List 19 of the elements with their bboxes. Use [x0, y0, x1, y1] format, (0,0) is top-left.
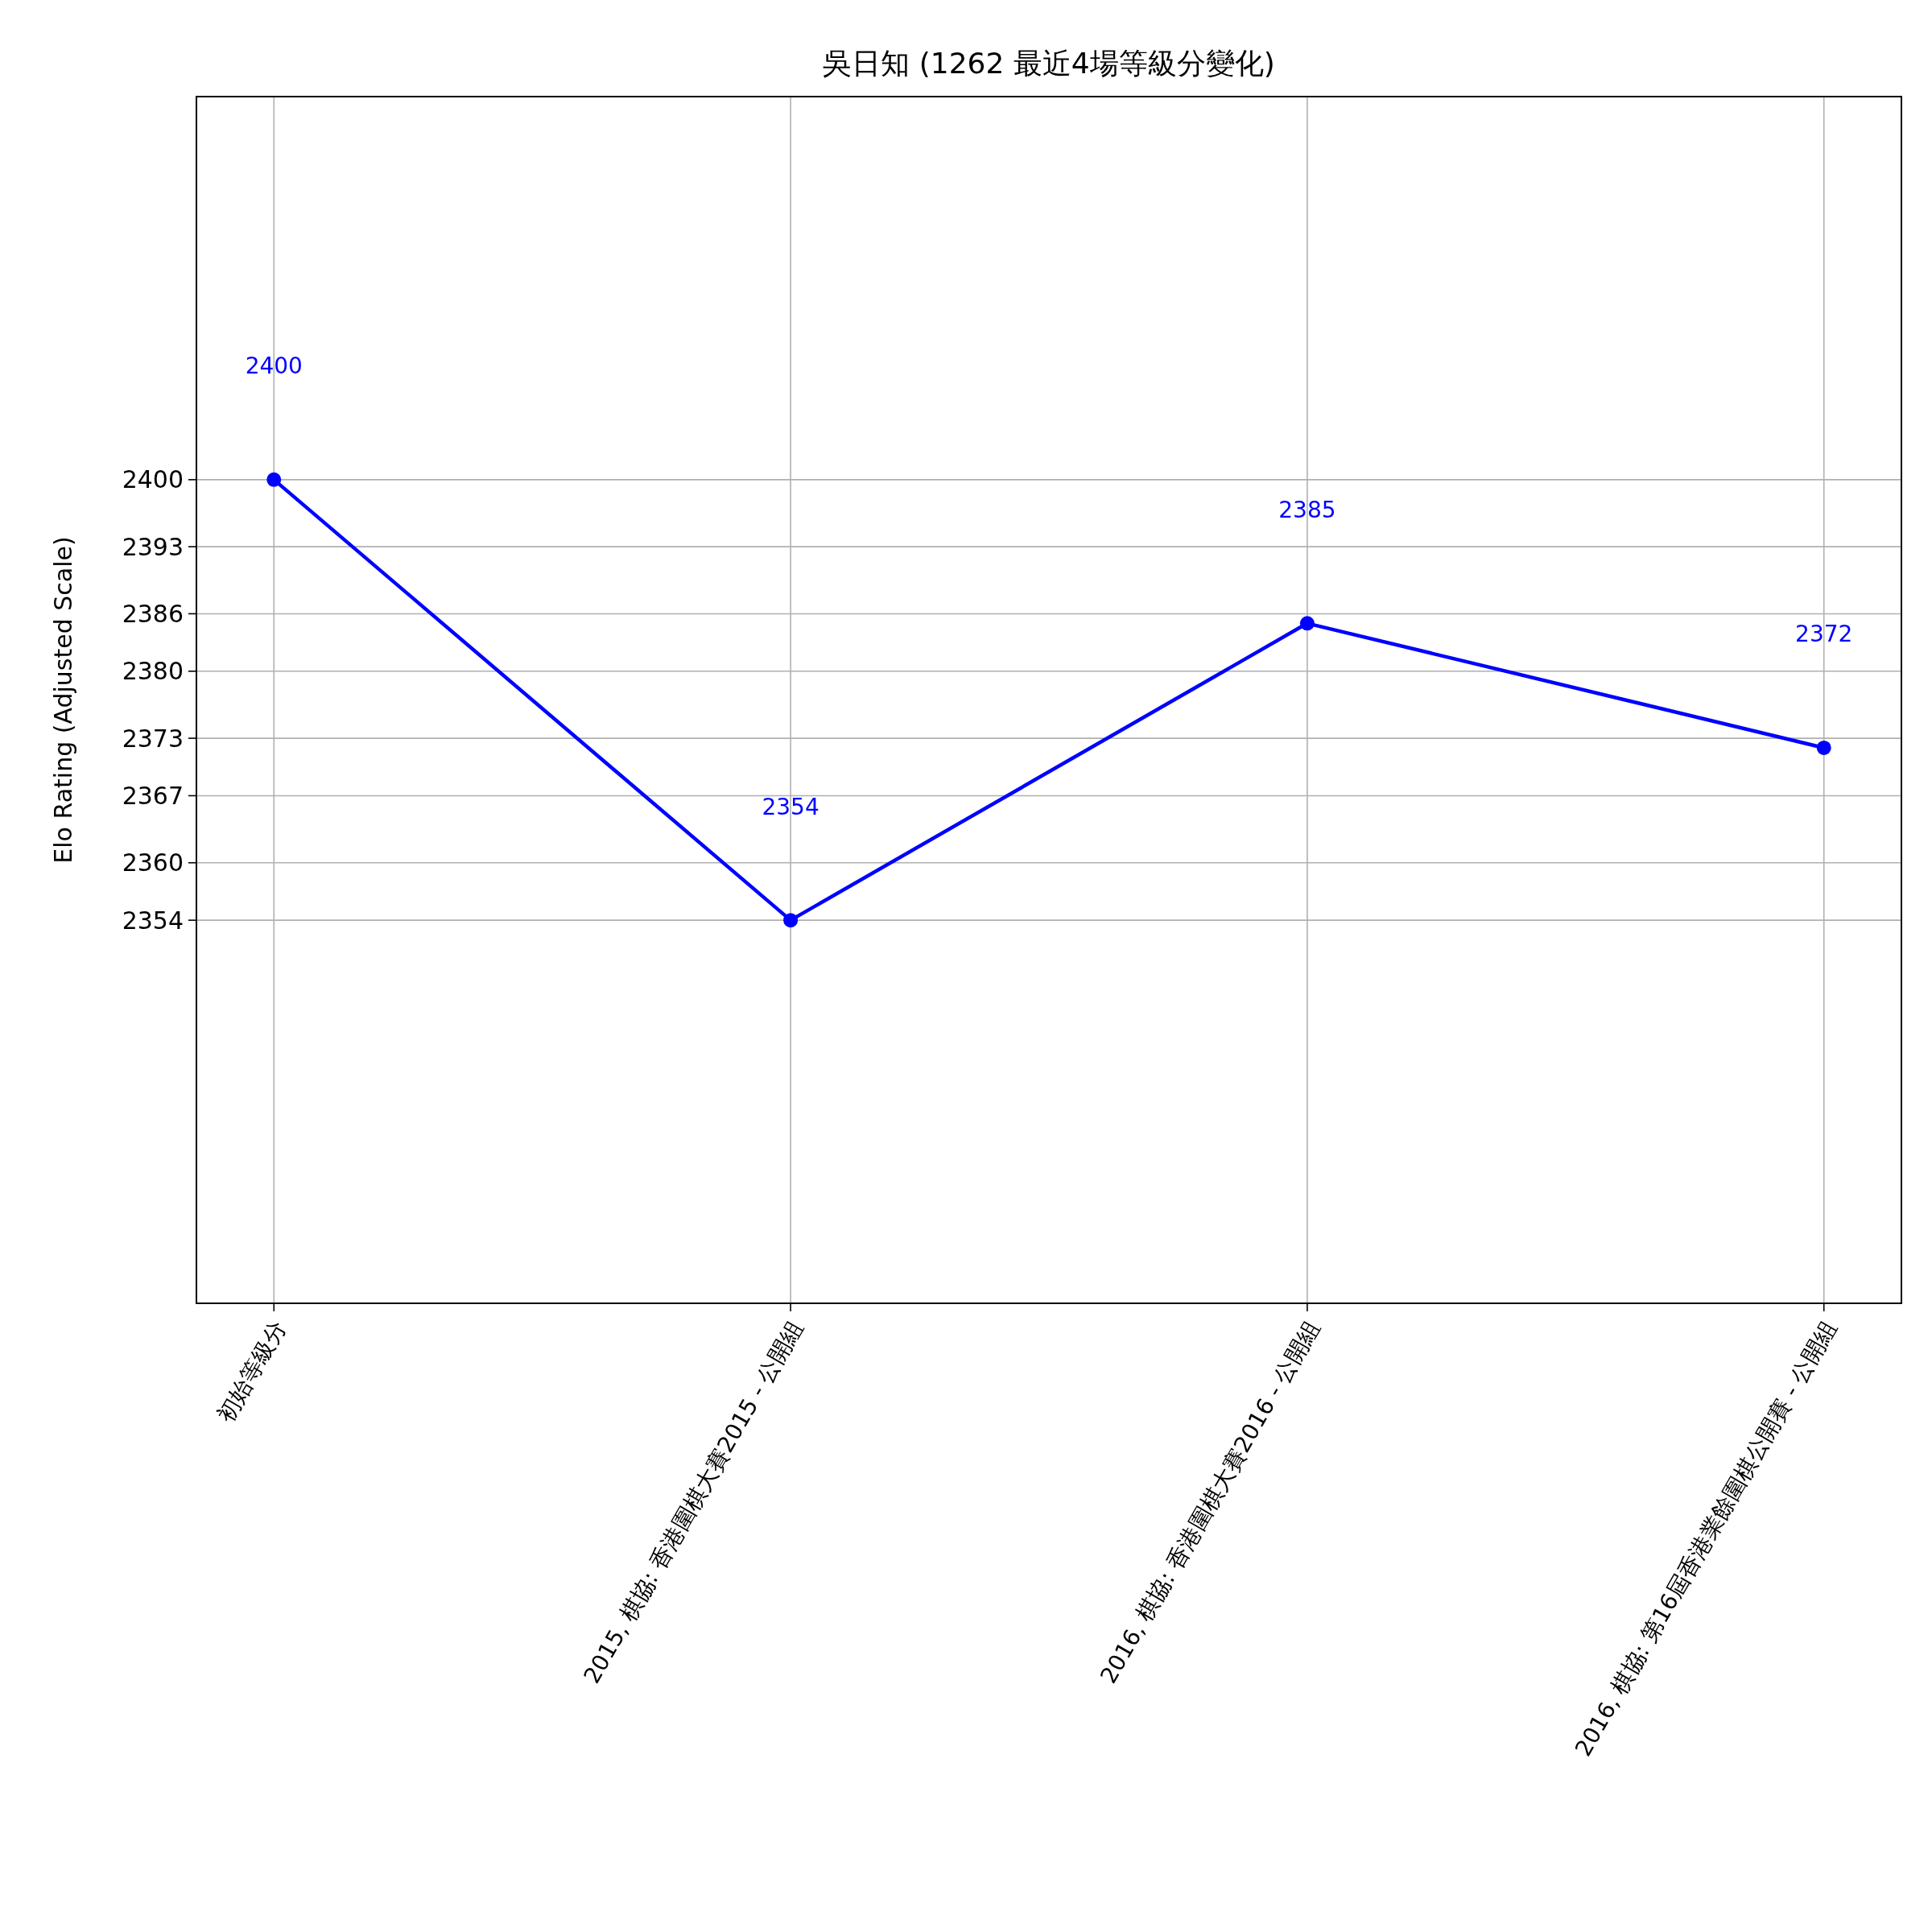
y-tick-label: 2386	[122, 599, 184, 628]
point	[266, 472, 282, 487]
y-tick-label: 2380	[122, 657, 184, 686]
y-tick-label: 2367	[122, 781, 184, 810]
point	[783, 913, 799, 928]
y-tick-label: 2400	[122, 465, 184, 494]
annotation: 2372	[1795, 621, 1853, 648]
y-tick-label: 2354	[122, 906, 184, 935]
annotation: 2400	[245, 353, 303, 380]
y-axis-title: Elo Rating (Adjusted Scale)	[48, 536, 77, 864]
y-tick-label: 2373	[122, 724, 184, 753]
annotation: 2385	[1278, 496, 1336, 523]
annotation: 2354	[762, 793, 819, 820]
y-tick-label: 2360	[122, 848, 184, 877]
y-tick-label: 2393	[122, 532, 184, 561]
point	[1299, 616, 1315, 631]
chart-title: 吳日知 (1262 最近4場等級分變化)	[823, 46, 1275, 80]
point	[1816, 740, 1831, 755]
x-tick-label: 初始等級分	[212, 1315, 292, 1427]
